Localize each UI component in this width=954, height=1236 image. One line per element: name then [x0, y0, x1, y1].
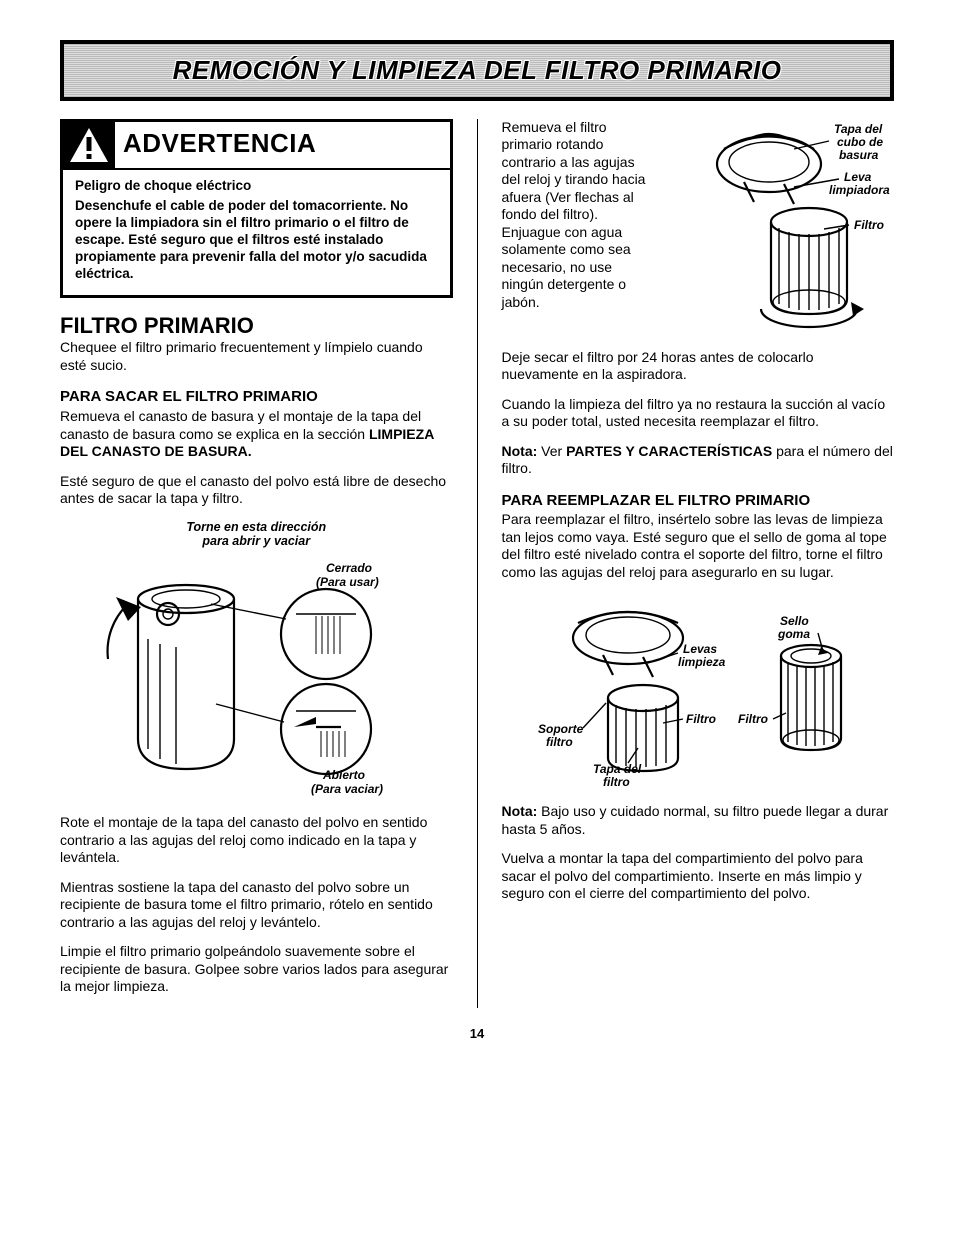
- label-abierto2: (Para vaciar): [311, 782, 383, 796]
- lbl-limpieza: limpieza: [678, 655, 726, 669]
- heading-filtro-primario: FILTRO PRIMARIO: [60, 312, 453, 340]
- left-column: ADVERTENCIA Peligro de choque eléctrico …: [60, 119, 453, 1008]
- para-replace-when: Cuando la limpieza del filtro ya no rest…: [502, 396, 895, 431]
- warning-subtitle: Peligro de choque eléctrico: [75, 178, 438, 195]
- para-remove-filter: Remueva el filtro primario rotando contr…: [502, 119, 657, 312]
- note2-label: Nota:: [502, 803, 538, 819]
- figure-dust-canister: Torne en esta dirección para abrir y vac…: [60, 520, 453, 805]
- warning-header: ADVERTENCIA: [63, 122, 450, 170]
- para-remove-text: Remueva el canasto de basura y el montaj…: [60, 408, 421, 442]
- label-cerrado2: (Para usar): [316, 575, 379, 589]
- note-label: Nota:: [502, 443, 538, 459]
- lbl-tapa-f2: filtro: [603, 775, 630, 789]
- para-check-filter: Chequee el filtro primario frecuentement…: [60, 339, 453, 374]
- warning-triangle-icon: [63, 122, 115, 168]
- lbl-goma: goma: [777, 627, 810, 641]
- para-hold-lid: Mientras sostiene la tapa del canasto de…: [60, 879, 453, 932]
- para-clean-tap: Limpie el filtro primario golpeándolo su…: [60, 943, 453, 996]
- lbl-filtro-l: Filtro: [686, 712, 716, 726]
- fig1-caption-line2: para abrir y vaciar: [60, 534, 453, 548]
- warning-box: ADVERTENCIA Peligro de choque eléctrico …: [60, 119, 453, 298]
- lbl-soporte2: filtro: [546, 735, 573, 749]
- warning-body: Desenchufe el cable de poder del tomacor…: [75, 198, 438, 282]
- page-number: 14: [60, 1026, 894, 1042]
- banner-title: REMOCIÓN Y LIMPIEZA DEL FILTRO PRIMARIO: [173, 55, 782, 85]
- note2-text: Bajo uso y cuidado normal, su filtro pue…: [502, 803, 889, 837]
- note-ref: PARTES Y CARACTERÍSTICAS: [566, 443, 772, 459]
- para-rotate-lid: Rote el montaje de la tapa del canasto d…: [60, 814, 453, 867]
- note-lifespan: Nota: Bajo uso y cuidado normal, su filt…: [502, 803, 895, 838]
- lbl-cubo: cubo de: [837, 135, 883, 149]
- para-ensure-empty: Esté seguro de que el canasto del polvo …: [60, 473, 453, 508]
- lbl-leva: Leva: [844, 170, 872, 184]
- fig1-caption-line1: Torne en esta dirección: [60, 520, 453, 534]
- note-text1: Ver: [537, 443, 566, 459]
- para-insert-filter: Para reemplazar el filtro, insértelo sob…: [502, 511, 895, 581]
- para-remove-canister: Remueva el canasto de basura y el montaj…: [60, 408, 453, 461]
- para-dry-24h: Deje secar el filtro por 24 horas antes …: [502, 349, 895, 384]
- lbl-levas: Levas: [683, 642, 717, 656]
- para-reassemble: Vuelva a montar la tapa del compartimien…: [502, 850, 895, 903]
- lbl-soporte: Soporte: [538, 722, 584, 736]
- right-column: Remueva el filtro primario rotando contr…: [502, 119, 895, 1008]
- canister-diagram-icon: Cerrado (Para usar) Abierto (Para vaciar…: [91, 554, 421, 804]
- heading-sacar-filtro: PARA SACAR EL FILTRO PRIMARIO: [60, 388, 453, 407]
- lbl-tapa: Tapa del: [834, 122, 883, 136]
- warning-title: ADVERTENCIA: [123, 127, 316, 160]
- page-banner: REMOCIÓN Y LIMPIEZA DEL FILTRO PRIMARIO: [60, 40, 894, 101]
- heading-reemplazar: PARA REEMPLAZAR EL FILTRO PRIMARIO: [502, 492, 895, 511]
- lbl-sello: Sello: [780, 614, 809, 628]
- column-divider: [477, 119, 478, 1008]
- lbl-filtro: Filtro: [854, 218, 884, 232]
- lbl-basura: basura: [839, 148, 879, 162]
- lbl-limpiadora: limpiadora: [829, 183, 890, 197]
- filter-removal-diagram-icon: Tapa del cubo de basura Leva limpiadora …: [684, 119, 894, 339]
- right-top-block: Remueva el filtro primario rotando contr…: [502, 119, 895, 349]
- filter-replace-diagram-icon: Levas limpieza Filtro Soporte filtro Tap…: [528, 593, 868, 793]
- two-column-layout: ADVERTENCIA Peligro de choque eléctrico …: [60, 119, 894, 1008]
- lbl-filtro-r: Filtro: [738, 712, 768, 726]
- note-parts: Nota: Ver PARTES Y CARACTERÍSTICAS para …: [502, 443, 895, 478]
- label-cerrado: Cerrado: [326, 561, 372, 575]
- lbl-tapa-f: Tapa del: [593, 762, 642, 776]
